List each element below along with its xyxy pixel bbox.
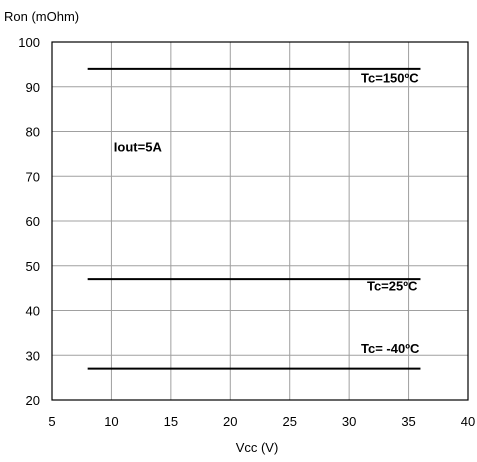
tick-labels: 20 30 40 50 60 70 80 90 100 5 10 15 20 25 30 35 40 [18, 35, 475, 429]
x-tick-label: 35 [401, 414, 415, 429]
x-tick-label: 20 [223, 414, 237, 429]
x-tick-label: 40 [461, 414, 475, 429]
y-tick-label: 60 [26, 214, 40, 229]
annotation-label: Tc=150ºC [361, 70, 419, 85]
annotation-label: Tc=25ºC [367, 278, 418, 293]
annotation-label: Tc= -40ºC [361, 341, 420, 356]
x-tick-label: 5 [48, 414, 55, 429]
x-tick-label: 10 [104, 414, 118, 429]
x-axis-title: Vcc (V) [236, 440, 279, 455]
annotations: Iout=5A Tc=150ºC Tc=25ºC Tc= -40ºC [114, 70, 420, 356]
y-tick-label: 90 [26, 80, 40, 95]
y-tick-label: 30 [26, 348, 40, 363]
annotation-label: Iout=5A [114, 140, 163, 155]
y-tick-label: 80 [26, 125, 40, 140]
y-tick-label: 40 [26, 304, 40, 319]
x-tick-label: 25 [282, 414, 296, 429]
y-tick-label: 20 [26, 393, 40, 408]
y-tick-label: 100 [18, 35, 40, 50]
x-tick-label: 30 [342, 414, 356, 429]
grid [52, 42, 468, 400]
y-tick-label: 50 [26, 259, 40, 274]
y-axis-title: Ron (mOhm) [4, 9, 79, 24]
x-tick-label: 15 [164, 414, 178, 429]
plot-area-frame [51, 41, 469, 401]
y-tick-label: 70 [26, 169, 40, 184]
series-group [87, 67, 421, 370]
